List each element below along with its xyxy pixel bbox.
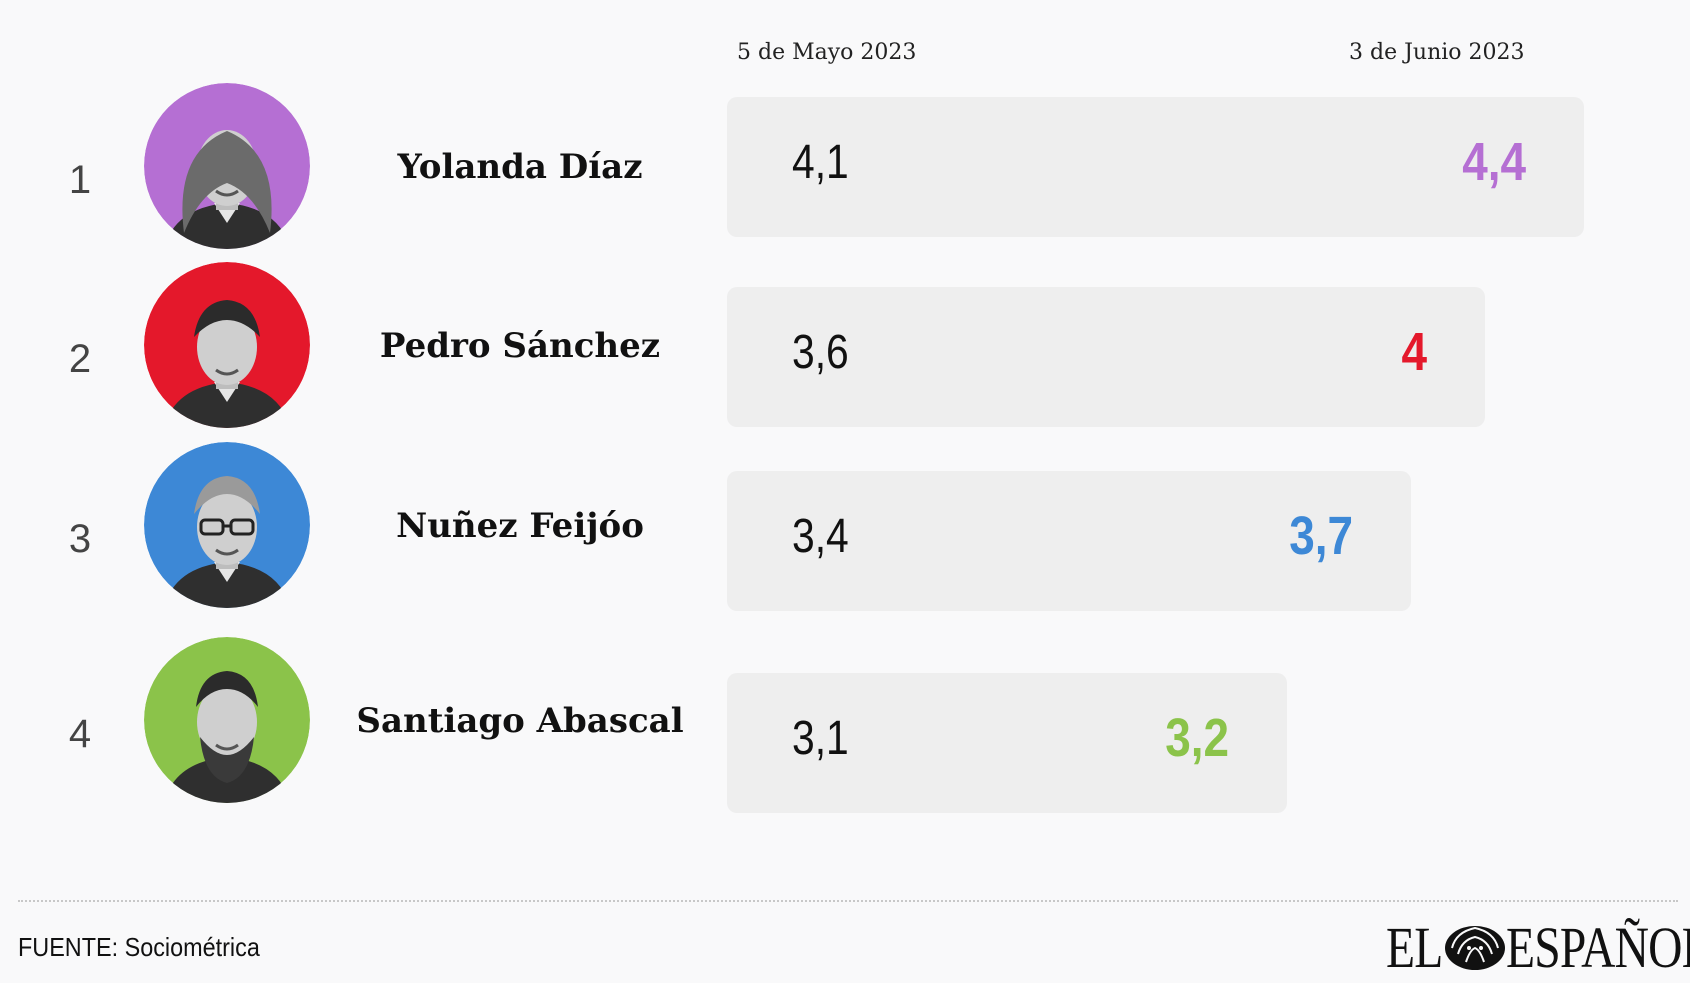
ranking-row: 4 Santiago Abascal 3,1 3,2: [0, 0, 1706, 813]
lion-icon: [1445, 926, 1505, 970]
candidate-name: Pedro Sánchez: [379, 326, 661, 366]
value-end: 4,4: [1462, 132, 1526, 192]
right-border: [1690, 0, 1706, 983]
value-end: 3,7: [1289, 506, 1353, 566]
value-start: 3,6: [792, 326, 849, 379]
rank-number: 2: [68, 337, 92, 381]
candidate-name: Nuñez Feijóo: [396, 506, 644, 546]
rank-number: 3: [68, 517, 92, 561]
portrait-pedro-sanchez: [144, 262, 310, 428]
candidate-name: Yolanda Díaz: [397, 147, 643, 187]
logo-text-espanol: ESPAÑOL: [1506, 915, 1706, 980]
score-bar: 3,4 3,7: [727, 471, 1411, 611]
column-header-end: 3 de Junio 2023: [1349, 40, 1525, 65]
portrait-yolanda-diaz: [144, 83, 310, 249]
value-end: 4: [1401, 322, 1427, 382]
ranking-row: 3 Nuñez Feijóo 3,4 3,7: [0, 0, 1706, 611]
column-header-start: 5 de Mayo 2023: [737, 40, 917, 65]
divider: [18, 900, 1678, 902]
score-bar: 4,1 4,4: [727, 97, 1584, 237]
score-bar: 3,6 4: [727, 287, 1485, 427]
value-end: 3,2: [1165, 708, 1229, 768]
value-start: 4,1: [792, 136, 849, 189]
rank-number: 1: [68, 158, 92, 202]
portrait-nunez-feijoo: [144, 442, 310, 608]
el-espanol-logo: EL ESPAÑOL: [1386, 910, 1706, 980]
value-start: 3,4: [792, 510, 849, 563]
score-bar: 3,1 3,2: [727, 673, 1287, 813]
source-note: FUENTE: Sociométrica: [18, 932, 260, 962]
ranking-row: 1 Yolanda Díaz 4,1 4,4: [0, 0, 1706, 249]
rank-number: 4: [68, 712, 92, 756]
portrait-santiago-abascal: [144, 637, 310, 803]
ranking-row: 2 Pedro Sánchez 3,6 4: [0, 0, 1706, 428]
value-start: 3,1: [792, 712, 849, 765]
logo-text-el: EL: [1386, 915, 1443, 980]
candidate-name: Santiago Abascal: [356, 701, 684, 741]
